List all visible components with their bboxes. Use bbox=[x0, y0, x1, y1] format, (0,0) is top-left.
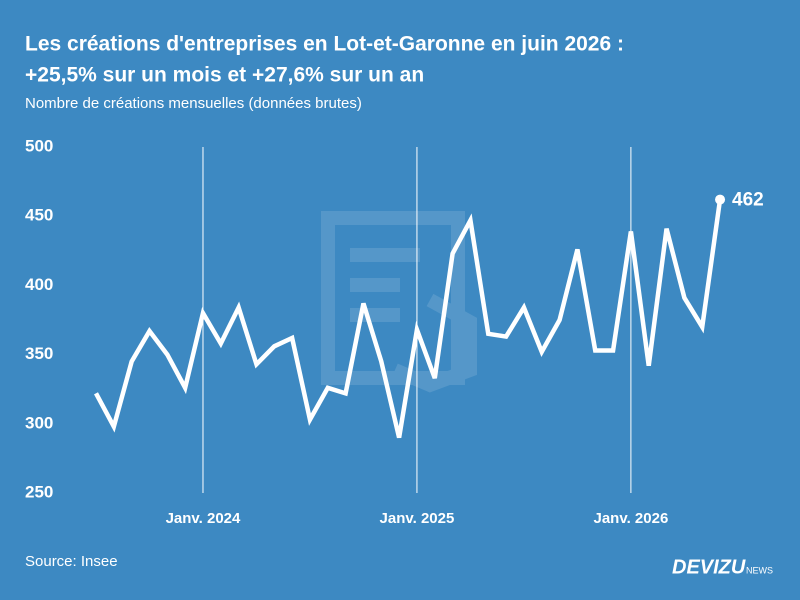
y-tick-label: 250 bbox=[25, 482, 53, 501]
y-tick-label: 500 bbox=[25, 136, 53, 155]
brand-suffix: NEWS bbox=[746, 565, 773, 575]
y-tick-label: 450 bbox=[25, 206, 53, 225]
x-tick-label: Janv. 2025 bbox=[380, 510, 455, 527]
x-tick-label: Janv. 2024 bbox=[166, 510, 241, 527]
source: Source: Insee bbox=[25, 553, 118, 570]
x-tick-label: Janv. 2026 bbox=[594, 510, 669, 527]
brand: DEVIZU bbox=[672, 556, 746, 578]
watermark bbox=[321, 211, 477, 393]
end-point bbox=[715, 194, 726, 205]
y-tick-label: 350 bbox=[25, 344, 53, 363]
data-label: 462 bbox=[732, 190, 764, 211]
chart-title: +25,5% sur un mois et +27,6% sur un an bbox=[25, 64, 424, 87]
y-tick-label: 400 bbox=[25, 275, 53, 294]
line bbox=[94, 199, 723, 439]
subtitle: Nombre de créations mensuelles (données … bbox=[25, 95, 362, 112]
y-tick-label: 300 bbox=[25, 413, 53, 432]
chart-title: Les créations d'entreprises en Lot-et-Ga… bbox=[25, 33, 624, 56]
